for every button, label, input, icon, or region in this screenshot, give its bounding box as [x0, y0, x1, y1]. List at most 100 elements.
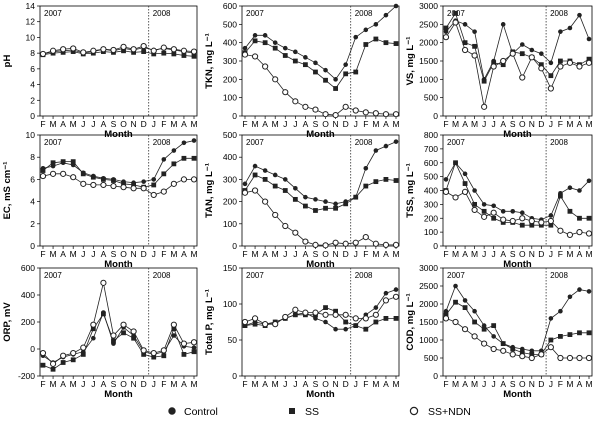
data-point-ss [548, 222, 554, 228]
data-point-ss-ndn [490, 63, 497, 70]
data-point-control [548, 213, 554, 218]
data-point-ss-ndn [312, 106, 319, 113]
data-point-control [171, 148, 177, 153]
series-line-ss-ndn [445, 21, 590, 107]
y-tick-label: 10 [26, 130, 36, 140]
x-tick-label: F [161, 249, 166, 259]
series-ss-ndn [39, 170, 198, 199]
y-tick-label: 3000 [419, 1, 438, 11]
data-point-control [539, 51, 544, 56]
x-tick-label: N [333, 119, 339, 129]
y-tick-label: 100 [223, 299, 237, 309]
data-point-ss-ndn [180, 47, 188, 54]
x-tick-label: J [152, 249, 156, 259]
data-point-ss-ndn [130, 185, 137, 192]
y-tick-label: 300 [223, 56, 237, 66]
data-point-control [393, 3, 399, 9]
x-tick-label: M [170, 119, 177, 129]
x-tick-label: S [510, 119, 516, 129]
data-point-ss [40, 362, 46, 368]
data-point-ss [111, 178, 116, 183]
data-point-control [519, 346, 525, 352]
data-point-ss-ndn [251, 187, 259, 194]
data-point-ss-ndn [180, 176, 188, 183]
data-point-ss-ndn [362, 315, 369, 322]
data-point-ss-ndn [170, 321, 177, 328]
x-tick-label: M [585, 119, 592, 129]
data-point-ss-ndn [509, 217, 516, 225]
data-point-ss [80, 171, 86, 177]
data-point-ss-ndn [382, 241, 390, 248]
data-point-ss [272, 45, 278, 51]
data-point-ss-ndn [302, 309, 309, 316]
y-tick-label: 500 [223, 130, 237, 140]
data-point-control [191, 345, 197, 350]
data-point-control [272, 172, 278, 178]
y-tick-label: 1500 [419, 317, 438, 327]
data-point-ss-ndn [170, 46, 177, 53]
data-point-control [363, 166, 369, 171]
y-axis-label: TSS, mg L⁻¹ [405, 163, 416, 218]
x-tick-label: D [141, 249, 147, 259]
x-tick-label: F [558, 249, 563, 259]
data-point-ss-ndn [80, 180, 87, 187]
x-tick-label: A [383, 119, 389, 129]
data-point-control [383, 143, 389, 149]
data-point-ss-ndn [180, 340, 188, 347]
data-point-ss-ndn [576, 354, 583, 362]
x-tick-label: M [372, 119, 379, 129]
data-point-ss-ndn [110, 332, 117, 339]
data-point-ss-ndn [538, 65, 545, 72]
x-axis-label: Month [104, 129, 133, 140]
year-label-2008: 2008 [355, 271, 373, 280]
data-point-ss-ndn [372, 240, 379, 247]
data-point-ss [462, 181, 468, 186]
data-point-ss [181, 352, 187, 357]
x-tick-label: A [60, 249, 66, 259]
data-point-ss-ndn [140, 185, 147, 192]
x-tick-label: J [354, 119, 358, 129]
x-tick-label: S [111, 119, 117, 129]
x-tick-label: D [141, 119, 147, 129]
x-axis-label: Month [306, 389, 335, 400]
data-point-control [577, 12, 582, 18]
data-point-ss [481, 326, 487, 332]
x-tick-label: M [372, 249, 379, 259]
data-point-ss-ndn [262, 63, 269, 70]
data-point-ss [80, 352, 86, 357]
data-point-ss [529, 352, 535, 357]
data-point-ss [443, 312, 449, 318]
y-axis-label: Total P, mg L⁻¹ [204, 289, 215, 355]
data-point-ss [519, 222, 525, 228]
data-point-ss [131, 182, 136, 188]
data-point-ss-ndn [547, 85, 554, 92]
data-point-control [373, 148, 379, 153]
data-point-control [303, 55, 308, 60]
x-tick-label: F [40, 249, 45, 259]
year-label-2007: 2007 [447, 138, 465, 147]
y-tick-label: 0 [433, 371, 438, 381]
x-tick-label: M [170, 249, 177, 259]
data-point-ss-ndn [547, 217, 554, 225]
data-point-ss [181, 53, 187, 58]
y-tick-label: 600 [21, 263, 35, 273]
x-tick-label: A [60, 119, 66, 129]
data-point-ss-ndn [566, 59, 574, 66]
y-tick-label: 2 [30, 95, 35, 105]
data-point-control [293, 49, 298, 55]
data-point-control [577, 287, 582, 292]
data-point-ss-ndn [140, 42, 147, 50]
data-point-ss [481, 78, 487, 84]
y-tick-label: 400 [223, 38, 237, 48]
y-tick-label: 8 [30, 152, 35, 162]
data-point-control [323, 319, 328, 325]
x-tick-label: M [190, 379, 197, 389]
data-point-ss-ndn [110, 182, 117, 190]
y-tick-label: 10 [26, 32, 36, 42]
data-point-ss-ndn [80, 344, 87, 351]
data-point-control [529, 47, 535, 53]
data-point-control [472, 29, 477, 34]
data-point-ss [101, 311, 106, 317]
